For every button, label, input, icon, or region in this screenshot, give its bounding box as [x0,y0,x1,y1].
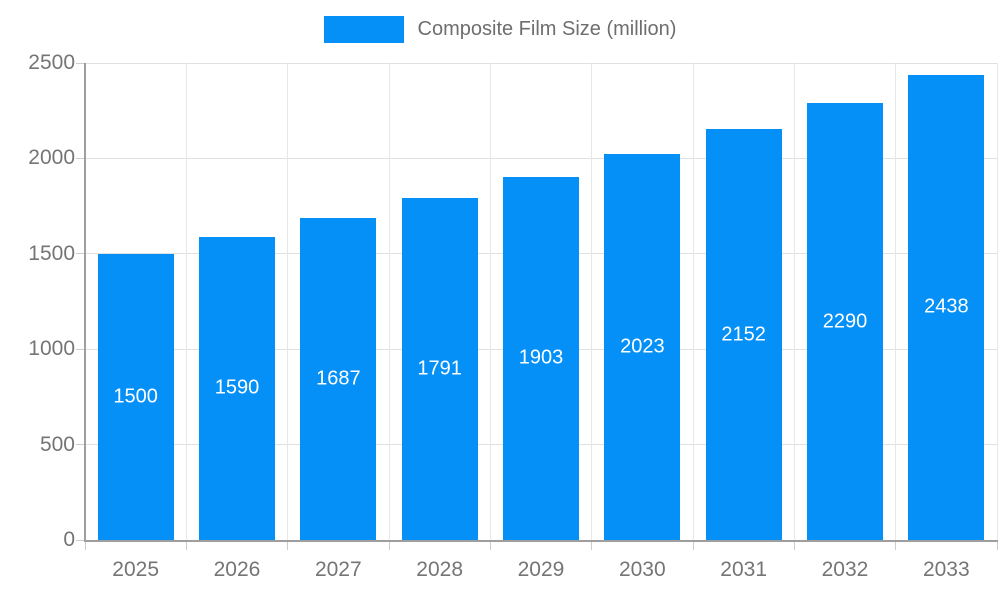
bar[interactable]: 2438 [908,74,985,540]
x-tick [692,542,694,550]
bar[interactable]: 2152 [705,129,782,540]
x-tick [185,542,187,550]
x-tick [489,542,491,550]
gridline-v [388,63,390,540]
bar-value-label: 2438 [924,295,969,318]
bar[interactable]: 1687 [300,218,377,540]
gridline-v [692,63,694,540]
y-tick [76,539,85,541]
bar[interactable]: 1590 [199,236,275,540]
legend-label: Composite Film Size (million) [417,18,677,40]
bar-value-label: 1687 [316,367,361,390]
x-axis-label: 2030 [618,558,666,581]
y-tick [76,253,85,255]
bar[interactable]: 2290 [807,103,883,540]
x-axis-label: 2032 [821,558,869,581]
bar-value-label: 1500 [113,385,158,408]
gridline-v [287,63,289,540]
x-axis-label: 2026 [213,558,261,581]
x-axis-label: 2028 [416,558,464,581]
gridline-v [793,63,795,540]
y-tick [76,444,85,446]
x-tick [287,542,289,550]
x-tick [84,542,86,550]
legend-swatch [323,16,404,43]
bar[interactable]: 1903 [503,176,579,540]
x-axis-label: 2033 [922,558,970,581]
bar-value-label: 2152 [721,323,766,346]
y-axis-label: 2500 [28,51,75,74]
x-tick [591,542,593,550]
x-tick [793,542,795,550]
gridline-v [591,63,593,540]
gridline-h [85,62,997,64]
x-axis-line [84,540,998,542]
gridline-v [996,63,998,540]
bar[interactable]: 1500 [97,253,174,540]
gridline-v [185,63,187,540]
y-axis-label: 2000 [28,146,75,170]
gridline-v [489,63,491,540]
y-axis-label: 1000 [28,337,75,361]
x-axis-label: 2029 [517,558,565,581]
y-tick [76,348,85,350]
y-axis-label: 1500 [28,241,75,265]
x-axis-label: 2027 [314,558,362,581]
y-tick [76,157,85,159]
legend[interactable]: Composite Film Size (million) [0,16,1000,43]
bar-value-label: 1791 [417,357,462,380]
gridline-v [895,63,897,540]
y-axis-label: 500 [39,432,75,456]
y-axis-label: 0 [63,528,75,551]
x-tick [388,542,390,550]
bar[interactable]: 2023 [604,154,681,540]
gridline-h [85,157,997,159]
x-tick [996,542,998,550]
bar-value-label: 2023 [620,335,665,358]
bar-value-label: 1590 [214,376,260,399]
bar[interactable]: 1791 [401,198,478,540]
bar-value-label: 2290 [822,310,868,333]
x-tick [895,542,897,550]
bar-value-label: 1903 [518,346,564,369]
y-axis-line [84,63,86,541]
y-tick [76,62,85,64]
x-axis-label: 2025 [112,558,160,581]
x-axis-label: 2031 [720,558,768,581]
